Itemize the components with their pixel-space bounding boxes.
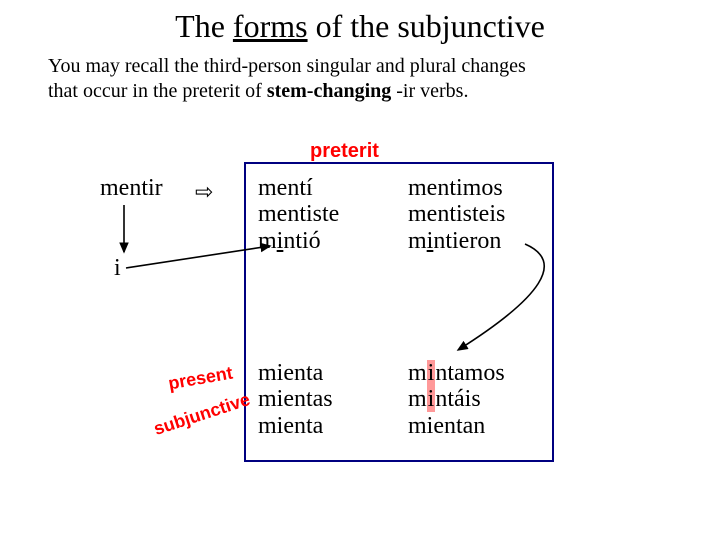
subj-1pl: mintamos: [408, 360, 505, 386]
pret-3sg: mintió: [258, 228, 339, 254]
title-underlined: forms: [233, 8, 308, 44]
present-label: present: [167, 363, 235, 395]
subj-2sg: mientas: [258, 386, 333, 412]
pret-3pl: mintieron: [408, 228, 505, 254]
intro-line1: You may recall the third-person singular…: [48, 55, 526, 77]
subjunctive-plural-column: mintamos mintáis mientan: [408, 360, 505, 439]
intro-tail: -ir verbs.: [391, 80, 468, 102]
pret-1pl: mentimos: [408, 175, 505, 201]
subj-3pl: mientan: [408, 413, 505, 439]
pret-1sg: mentí: [258, 175, 339, 201]
subj-3sg: mienta: [258, 413, 333, 439]
intro-text: You may recall the third-person singular…: [48, 54, 672, 104]
preterit-label: preterit: [310, 140, 379, 163]
title-post: of the subjunctive: [308, 8, 545, 44]
pret-2pl: mentisteis: [408, 201, 505, 227]
stem-vowel-i: i: [114, 255, 121, 282]
intro-line2: that occur in the preterit of: [48, 80, 267, 102]
subj-2pl: mintáis: [408, 386, 505, 412]
page-title: The forms of the subjunctive: [0, 8, 720, 45]
preterit-plural-column: mentimos mentisteis mintieron: [408, 175, 505, 254]
arrow-right-icon: ⇨: [195, 179, 213, 205]
intro-bold: stem-changing: [267, 80, 391, 102]
subjunctive-singular-column: mienta mientas mienta: [258, 360, 333, 439]
preterit-singular-column: mentí mentiste mintió: [258, 175, 339, 254]
infinitive-verb: mentir: [100, 175, 163, 202]
title-pre: The: [175, 8, 233, 44]
subjunctive-label: subjunctive: [151, 389, 253, 440]
pret-2sg: mentiste: [258, 201, 339, 227]
subj-1sg: mienta: [258, 360, 333, 386]
